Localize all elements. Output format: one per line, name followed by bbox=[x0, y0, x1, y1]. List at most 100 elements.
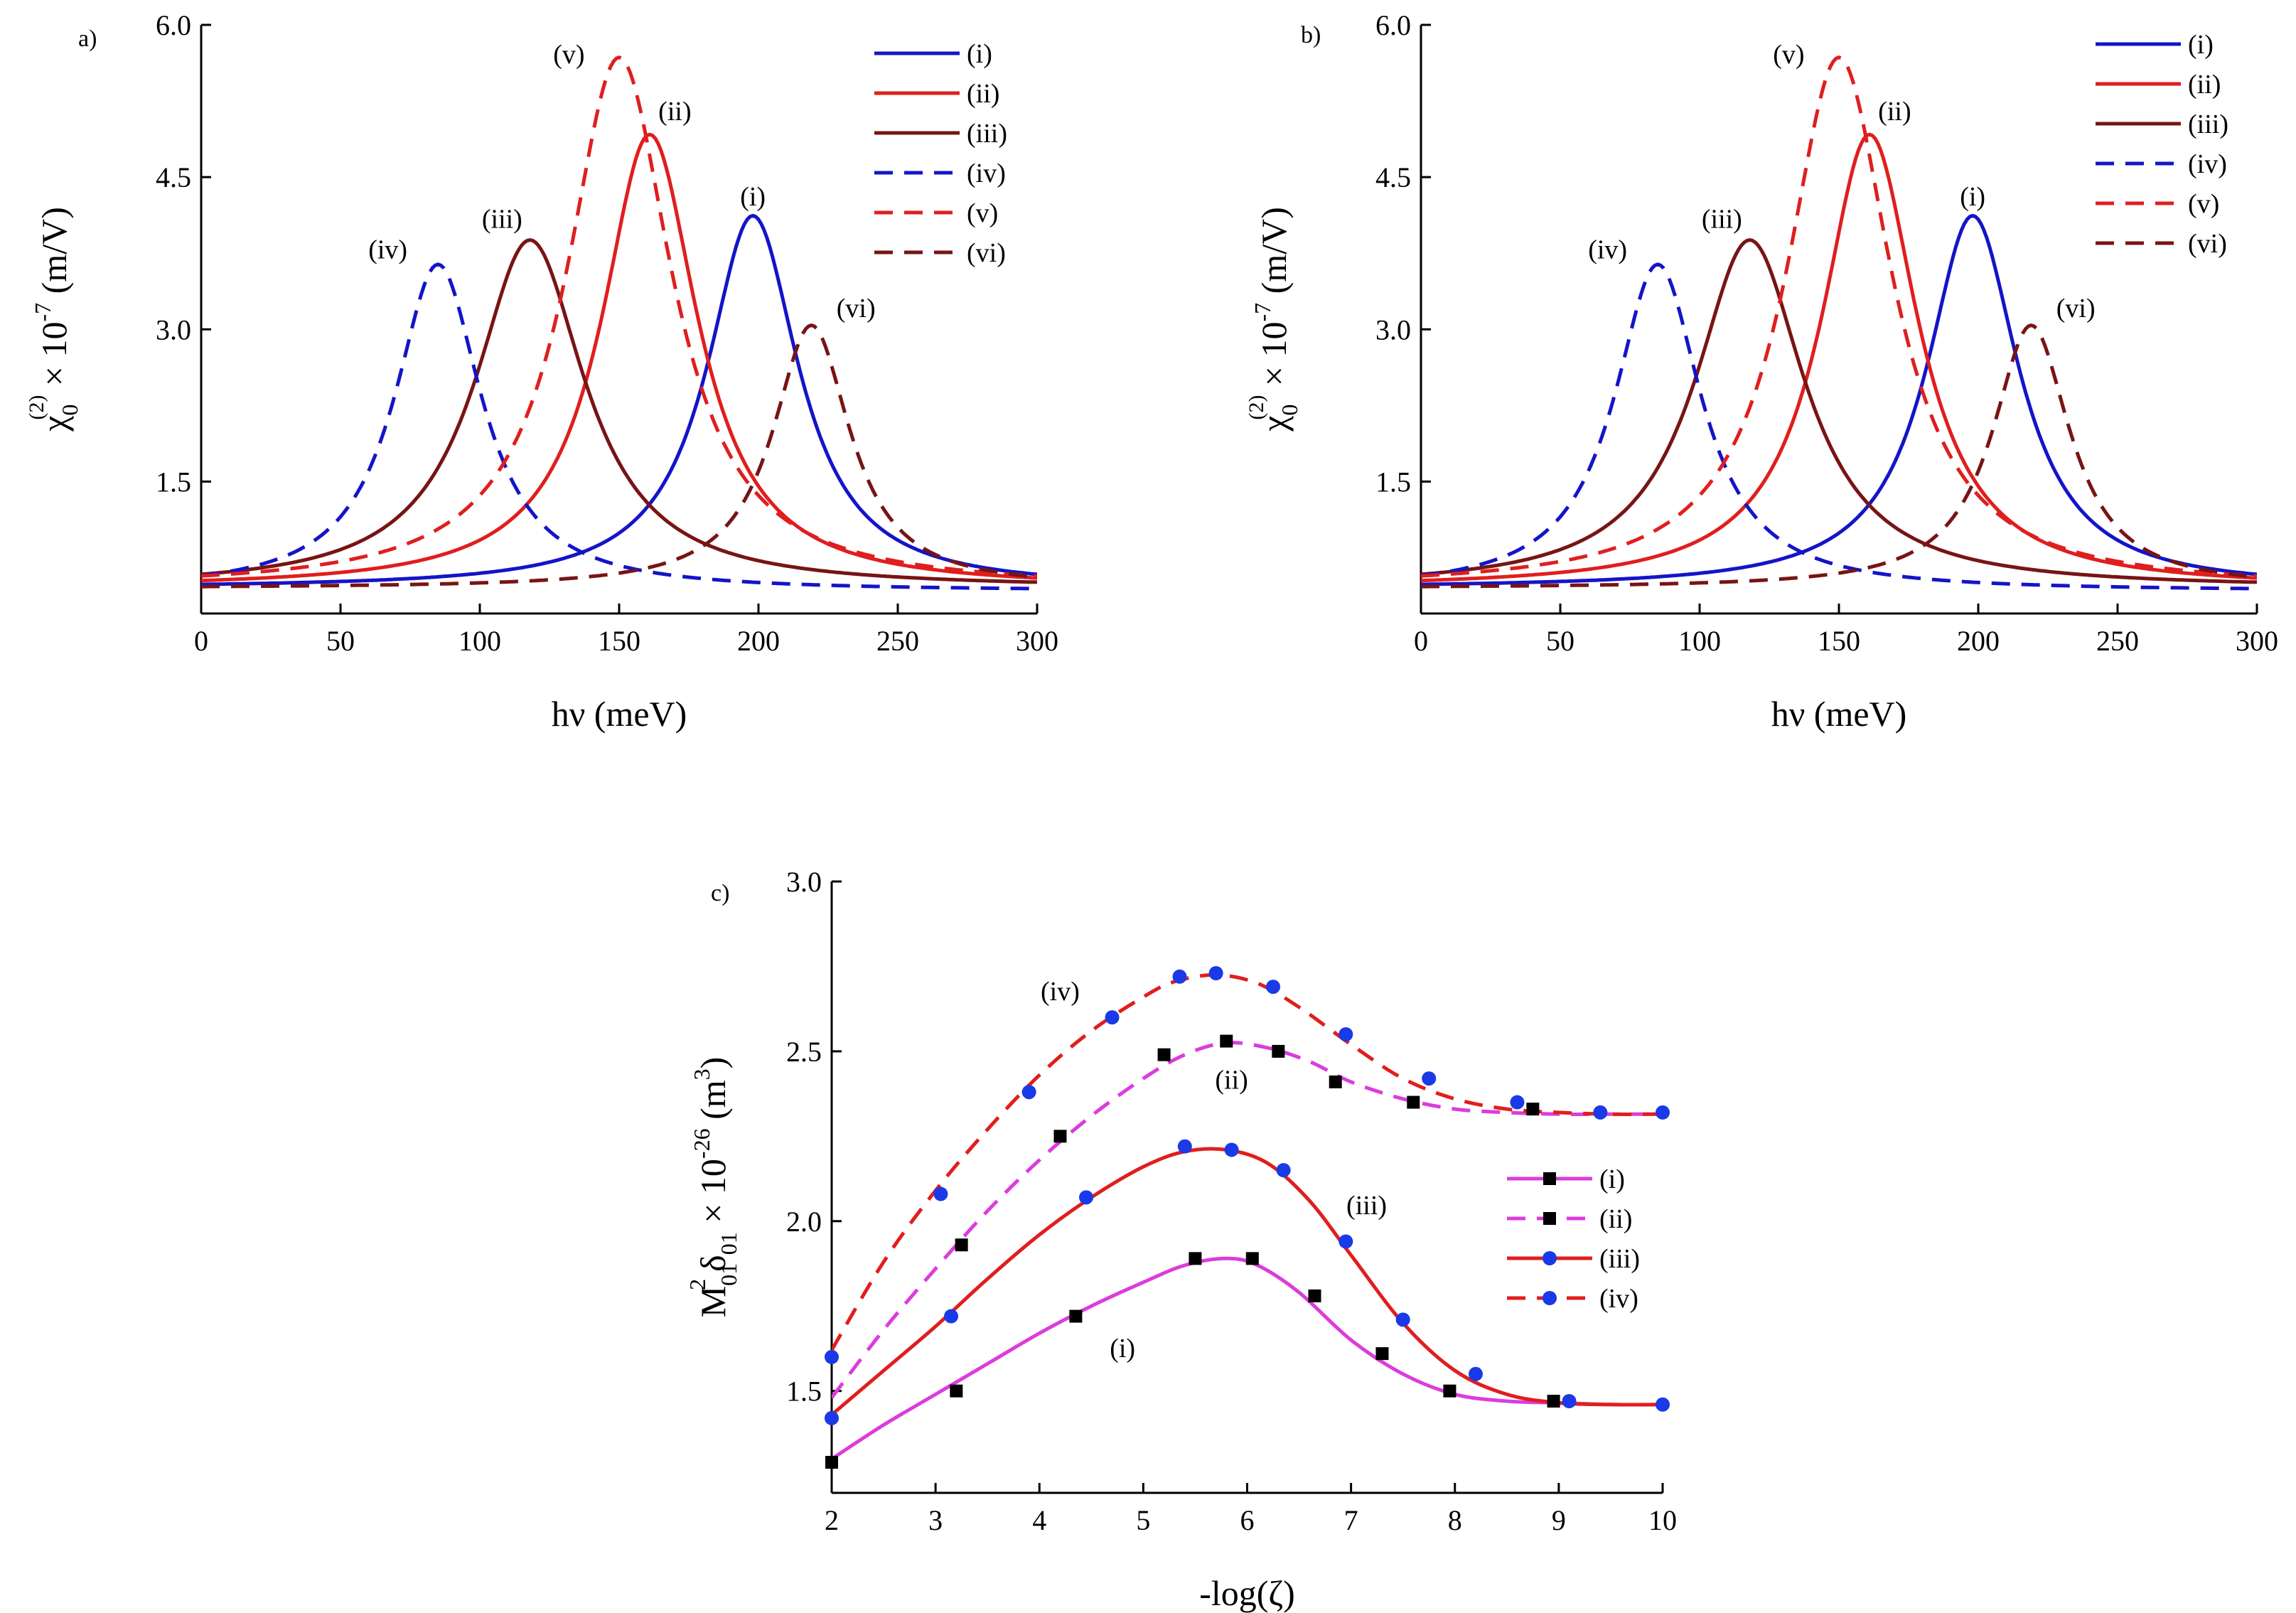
data-point bbox=[1422, 1071, 1437, 1086]
y-axis-label-part: -26 bbox=[689, 1128, 714, 1159]
series-line-6 bbox=[1421, 323, 2257, 589]
panel-label: b) bbox=[1301, 22, 1321, 48]
data-point bbox=[1220, 1034, 1233, 1048]
series-line-6 bbox=[201, 323, 1037, 589]
legend-label: (iv) bbox=[2188, 149, 2227, 179]
data-point bbox=[1593, 1105, 1608, 1120]
legend-marker bbox=[1543, 1251, 1557, 1265]
curve-annotation: (ii) bbox=[658, 97, 691, 127]
x-tick-label: 50 bbox=[326, 625, 355, 657]
y-tick-label: 1.5 bbox=[156, 466, 191, 498]
data-point bbox=[1395, 1312, 1410, 1327]
y-tick-label: 6.0 bbox=[156, 9, 191, 41]
y-axis-label-part: -7 bbox=[30, 303, 55, 322]
curve-annotation: (i) bbox=[1110, 1334, 1135, 1363]
x-tick-label: 250 bbox=[2096, 625, 2139, 657]
y-axis-label: χ0 (2) × 10-7 (m/V) bbox=[25, 207, 82, 432]
x-tick-label: 300 bbox=[2236, 625, 2278, 657]
data-point bbox=[1272, 1044, 1285, 1058]
data-point bbox=[1468, 1366, 1483, 1381]
chart-panel-a: 0 50 100 150 200 250 300 1.5 3.0 4.5 6.0 a) hν (meV)… bbox=[25, 9, 1058, 734]
curve-annotation: (iii) bbox=[1702, 205, 1742, 235]
series-line-4 bbox=[832, 972, 1663, 1351]
data-point bbox=[1105, 1010, 1120, 1025]
x-tick-label: 6 bbox=[1240, 1504, 1255, 1536]
y-axis-label-part: 3 bbox=[689, 1068, 714, 1080]
series-line-4 bbox=[1421, 262, 2257, 591]
y-axis-label-part: (m/V) bbox=[1254, 207, 1294, 303]
data-point bbox=[1224, 1142, 1239, 1157]
y-tick-label: 3.0 bbox=[156, 314, 191, 345]
legend: (i) (ii) (iii) (iv) bbox=[1507, 1164, 1640, 1314]
y-tick-label: 6.0 bbox=[1375, 9, 1411, 41]
x-tick-label: 4 bbox=[1032, 1504, 1046, 1536]
curve-annotation: (ii) bbox=[1878, 97, 1911, 127]
legend-label: (v) bbox=[2188, 189, 2219, 219]
data-point bbox=[1547, 1395, 1560, 1408]
series-line-5 bbox=[1421, 55, 2257, 578]
legend-label: (i) bbox=[1599, 1164, 1625, 1194]
chart-panel-c: 2 3 4 5 6 7 8 9 101.52.02.53.0c)-log(ζ)M012δ01 ×… bbox=[685, 866, 1677, 1613]
y-tick-label: 4.5 bbox=[1375, 161, 1411, 193]
data-point bbox=[1407, 1095, 1420, 1109]
x-tick-label: 150 bbox=[598, 625, 640, 657]
data-point bbox=[1329, 1075, 1342, 1088]
data-point bbox=[1177, 1139, 1192, 1154]
legend-marker bbox=[1543, 1172, 1556, 1185]
legend-label: (iv) bbox=[967, 159, 1006, 188]
data-point bbox=[1339, 1027, 1353, 1041]
curve-annotation: (vi) bbox=[2056, 294, 2096, 323]
legend-label: (vi) bbox=[967, 238, 1006, 268]
curve-annotation: (iv) bbox=[368, 235, 407, 264]
y-axis-label-part: 01 bbox=[716, 1263, 741, 1286]
series-line-1 bbox=[832, 1256, 1663, 1461]
data-point bbox=[1172, 969, 1187, 984]
x-axis-label: hν (meV) bbox=[1771, 694, 1907, 734]
series-line-5 bbox=[201, 55, 1037, 578]
x-tick-label: 0 bbox=[1414, 625, 1428, 657]
legend: (i) (ii) (iii) (iv) (v) (vi) bbox=[2096, 30, 2228, 259]
y-axis-label-part: × 10 bbox=[693, 1159, 733, 1232]
legend-label: (i) bbox=[2188, 30, 2214, 60]
y-tick-label: 3.0 bbox=[786, 866, 822, 898]
y-axis-label-part: (m bbox=[693, 1080, 733, 1128]
x-tick-label: 50 bbox=[1546, 625, 1575, 657]
y-tick-label: 2.0 bbox=[786, 1206, 822, 1238]
x-tick-label: 100 bbox=[1678, 625, 1721, 657]
y-axis-label-part: 01 bbox=[716, 1232, 741, 1255]
data-point bbox=[1308, 1289, 1321, 1302]
x-tick-label: 200 bbox=[737, 625, 780, 657]
legend-label: (ii) bbox=[1599, 1204, 1632, 1234]
x-tick-label: 250 bbox=[876, 625, 919, 657]
curve-annotation: (ii) bbox=[1215, 1065, 1248, 1095]
plot-area bbox=[1421, 55, 2257, 591]
series-line-2 bbox=[201, 132, 1037, 583]
data-point bbox=[1656, 1105, 1670, 1120]
legend-marker bbox=[1543, 1291, 1557, 1305]
y-tick-label: 2.5 bbox=[786, 1036, 822, 1068]
x-tick-label: 3 bbox=[928, 1504, 943, 1536]
data-point bbox=[825, 1410, 839, 1425]
legend-label: (iii) bbox=[1599, 1244, 1640, 1274]
legend-label: (ii) bbox=[967, 79, 999, 109]
y-axis-label-part: × 10 bbox=[1254, 321, 1294, 395]
data-point bbox=[1053, 1130, 1067, 1143]
chart-panel-b: 0 50 100 150 200 250 300 1.5 3.0 4.5 6.0 b) hν (meV)… bbox=[1245, 9, 2278, 734]
y-tick-label: 4.5 bbox=[156, 161, 191, 193]
legend-label: (iv) bbox=[1599, 1284, 1638, 1314]
y-axis-label-part: M bbox=[693, 1286, 733, 1317]
legend-marker bbox=[1543, 1212, 1556, 1225]
legend-label: (iii) bbox=[2188, 109, 2228, 139]
series-line-3 bbox=[201, 238, 1037, 584]
legend-label: (vi) bbox=[2188, 229, 2227, 259]
data-point bbox=[825, 1349, 839, 1364]
data-point bbox=[1443, 1384, 1457, 1398]
legend: (i) (ii) (iii) (iv) (v) (vi) bbox=[874, 39, 1007, 268]
y-axis-label-part: 2 bbox=[685, 1279, 710, 1290]
panel-label: c) bbox=[711, 880, 729, 906]
y-tick-label: 1.5 bbox=[1375, 466, 1411, 498]
legend-label: (i) bbox=[967, 39, 992, 69]
y-tick-label: 3.0 bbox=[1375, 314, 1411, 345]
data-point bbox=[1157, 1048, 1171, 1061]
